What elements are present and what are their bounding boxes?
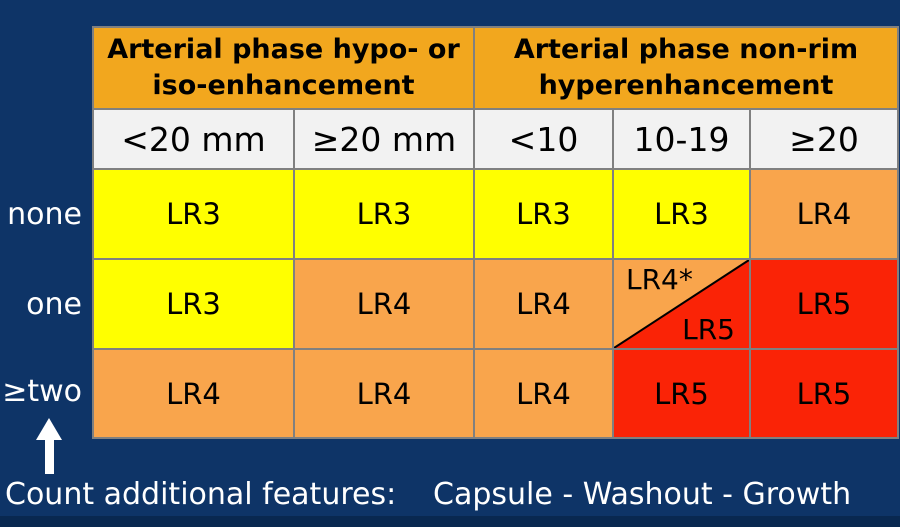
size-header-ge20: ≥20 [751,110,897,168]
up-arrow-stem [44,440,54,474]
size-header-lt10: <10 [475,110,612,168]
row-label-ge-two: ≥two [2,373,82,409]
cell-one-ge20: LR5 [751,260,897,348]
cell-none-ge20mm: LR3 [295,170,473,258]
cell-one-ge20mm: LR4 [295,260,473,348]
size-header-ge20mm: ≥20 mm [295,110,473,168]
cell-one-10-19-split: LR4* LR5 [614,260,749,348]
row-label-none: none [7,196,82,232]
cell-two-ge20mm: LR4 [295,350,473,437]
cell-one-lt10: LR4 [475,260,612,348]
cell-none-lt10: LR3 [475,170,612,258]
row-label-one: one [26,286,82,322]
split-cell-top-label: LR4* [626,263,693,296]
group-header-hypo-iso: Arterial phase hypo- or iso-enhancement [94,28,473,108]
up-arrow-head [36,418,62,440]
cell-one-lt20mm: LR3 [94,260,293,348]
group-header-non-rim: Arterial phase non-rim hyperenhancement [475,28,897,108]
cell-two-ge20: LR5 [751,350,897,437]
up-arrow-icon [36,418,62,474]
size-header-lt20mm: <20 mm [94,110,293,168]
cell-none-lt20mm: LR3 [94,170,293,258]
cell-two-lt10: LR4 [475,350,612,437]
footer-caption: Count additional features: Capsule - Was… [0,478,900,516]
size-header-10-19: 10-19 [614,110,749,168]
footer-lead-text: Count additional features: [5,477,397,512]
split-diagonal-line [614,260,749,348]
split-cell-bottom-label: LR5 [682,313,735,346]
cell-none-10-19: LR3 [614,170,749,258]
bottom-edge-strip [0,516,900,527]
cell-two-10-19: LR5 [614,350,749,437]
cell-two-lt20mm: LR4 [94,350,293,437]
footer-features-text: Capsule - Washout - Growth [433,477,852,512]
lirads-table: Arterial phase hypo- or iso-enhancement … [92,26,899,439]
cell-none-ge20: LR4 [751,170,897,258]
